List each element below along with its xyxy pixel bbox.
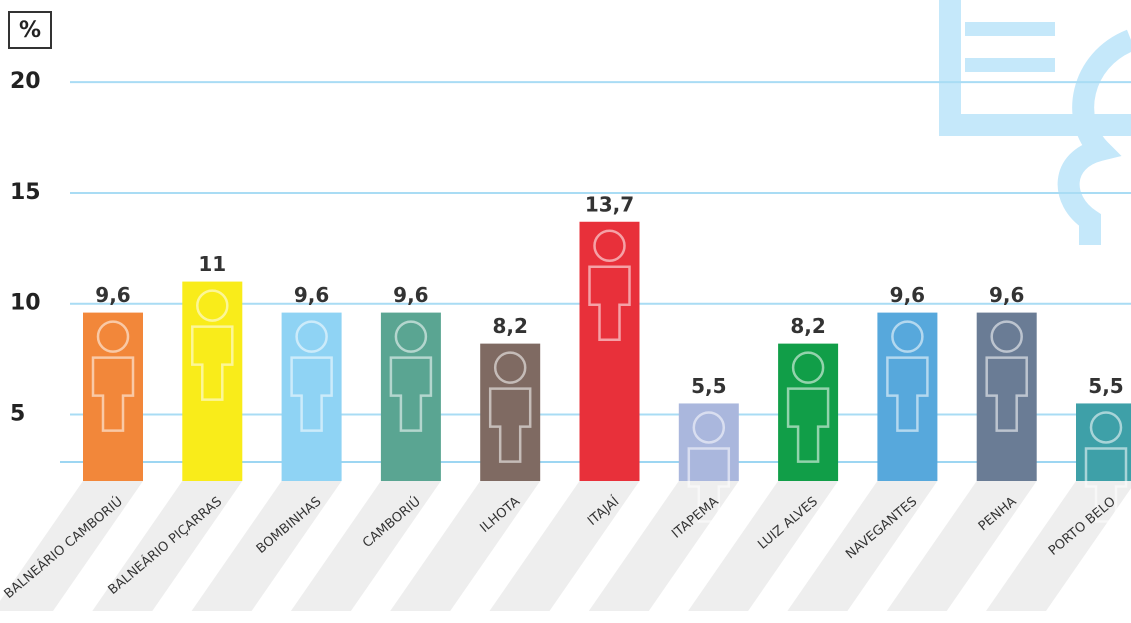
y-tick-label: 15 [10,180,41,205]
person-body [389,356,433,432]
person-icon [91,320,135,432]
value-label: 9,6 [294,283,329,307]
person-icon [588,229,631,342]
y-tick-label: 20 [10,69,41,94]
bar [579,221,640,481]
value-label: 8,2 [790,314,825,338]
decor [965,58,1055,72]
person-head [1089,411,1123,444]
person-icon [488,351,532,463]
person-head [493,351,527,384]
value-label: 9,6 [989,283,1024,307]
person-body [91,356,135,432]
bar-shadow [0,481,143,611]
y-tick-label: 5 [10,402,25,427]
person-icon [389,320,433,432]
person-head [791,351,825,384]
person-icon [1084,411,1128,523]
person-head [196,289,229,322]
bar-shadow [92,481,243,611]
person-body [1084,447,1128,523]
y-axis-label: % [19,18,41,43]
decor [965,22,1055,36]
person-icon [886,320,929,432]
decor-document [939,0,1131,245]
person-body [886,356,929,432]
person-icon [786,351,830,463]
person-icon [191,289,234,401]
person-body [985,356,1028,432]
y-label-box [8,11,52,49]
bar-shadow [787,481,938,611]
value-label: 5,5 [1088,374,1123,398]
y-tick-label: 10 [10,291,41,316]
bar-shadow [886,481,1037,611]
value-label: 8,2 [492,314,527,338]
value-label: 5,5 [691,374,726,398]
person-body [786,387,830,463]
person-head [891,320,924,353]
person-head [593,229,626,263]
bar-shadow [688,481,839,611]
bar-shadow [390,481,541,611]
person-head [295,320,328,353]
person-head [96,320,130,353]
person-body [191,325,234,401]
value-label: 9,6 [95,283,130,307]
person-body [588,265,631,342]
person-icon [985,320,1028,432]
person-head [692,411,726,444]
person-body [290,356,333,432]
bar-shadow [489,481,640,611]
person-body [488,387,532,463]
bar-shadow [588,481,739,611]
bar [182,281,243,481]
bar-shadow [290,481,441,611]
person-head [394,320,428,353]
value-label: 9,6 [890,283,925,307]
person-icon [687,411,731,523]
value-label: 9,6 [393,283,428,307]
person-head [990,320,1023,353]
bar-shadow [191,481,342,611]
value-label: 11 [198,252,226,276]
person-icon [290,320,333,432]
person-body [687,447,731,523]
value-label: 13,7 [585,192,634,216]
